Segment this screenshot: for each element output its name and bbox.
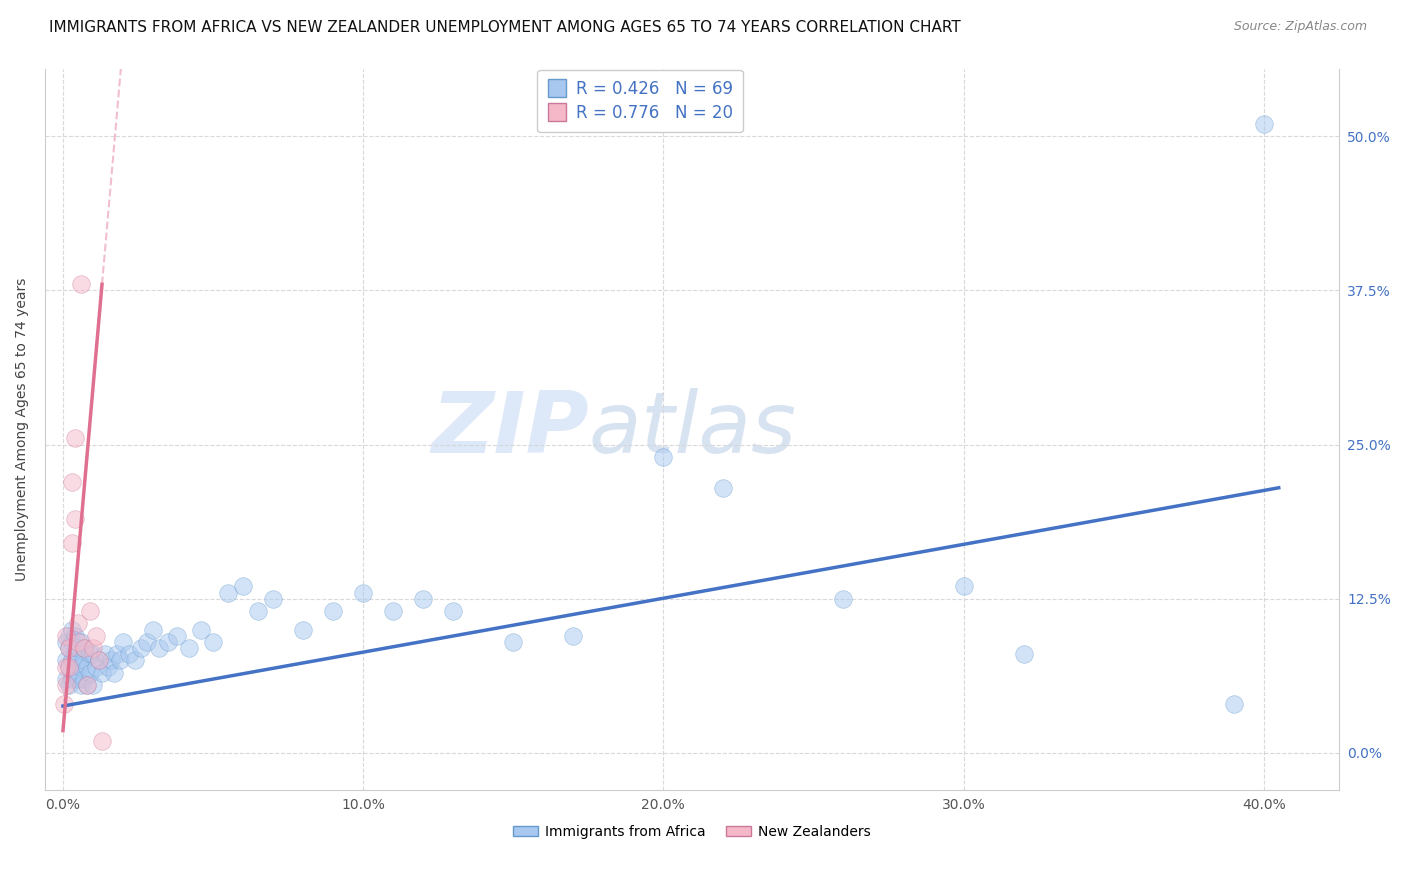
Point: [202, 635, 225, 649]
Text: ZIP: ZIP: [430, 388, 588, 471]
Point: [84, 659, 107, 673]
Point: [232, 579, 254, 593]
Point: [66, 635, 89, 649]
Point: [70, 678, 93, 692]
Point: [63, 665, 86, 680]
Point: [73, 672, 96, 686]
Point: [63, 511, 86, 525]
Point: [94, 647, 117, 661]
Point: [441, 604, 464, 618]
Point: [87, 653, 110, 667]
Point: [148, 641, 170, 656]
Point: [108, 653, 131, 667]
Point: [58, 629, 80, 643]
Y-axis label: Unemployment Among Ages 65 to 74 years: Unemployment Among Ages 65 to 74 years: [15, 277, 30, 581]
Legend: Immigrants from Africa, New Zealanders: Immigrants from Africa, New Zealanders: [508, 819, 876, 844]
Point: [55, 653, 77, 667]
Point: [97, 659, 120, 673]
Point: [60, 536, 83, 550]
Point: [58, 678, 80, 692]
Point: [129, 641, 152, 656]
Point: [60, 635, 83, 649]
Point: [60, 672, 83, 686]
Point: [63, 647, 86, 661]
Point: [652, 450, 675, 464]
Point: [76, 678, 98, 692]
Point: [73, 641, 96, 656]
Point: [60, 653, 83, 667]
Point: [713, 481, 735, 495]
Point: [111, 635, 134, 649]
Point: [76, 659, 98, 673]
Point: [1253, 117, 1275, 131]
Point: [262, 591, 284, 606]
Point: [142, 623, 165, 637]
Point: [66, 653, 89, 667]
Point: [87, 653, 110, 667]
Point: [292, 623, 315, 637]
Point: [502, 635, 524, 649]
Point: [58, 641, 80, 656]
Point: [70, 277, 93, 292]
Point: [60, 475, 83, 489]
Point: [124, 653, 146, 667]
Point: [91, 733, 114, 747]
Point: [63, 629, 86, 643]
Point: [91, 665, 114, 680]
Point: [53, 697, 76, 711]
Point: [55, 659, 77, 673]
Point: [66, 616, 89, 631]
Point: [952, 579, 974, 593]
Point: [103, 665, 125, 680]
Text: Source: ZipAtlas.com: Source: ZipAtlas.com: [1233, 20, 1367, 33]
Point: [118, 647, 141, 661]
Point: [55, 629, 77, 643]
Point: [63, 432, 86, 446]
Point: [55, 672, 77, 686]
Text: atlas: atlas: [588, 388, 796, 471]
Point: [166, 629, 188, 643]
Point: [82, 678, 104, 692]
Point: [136, 635, 159, 649]
Point: [832, 591, 855, 606]
Point: [79, 604, 101, 618]
Point: [84, 629, 107, 643]
Point: [79, 647, 101, 661]
Point: [55, 635, 77, 649]
Point: [105, 647, 128, 661]
Point: [247, 604, 270, 618]
Point: [352, 585, 374, 599]
Point: [82, 641, 104, 656]
Point: [58, 641, 80, 656]
Point: [66, 641, 89, 656]
Point: [562, 629, 585, 643]
Point: [1012, 647, 1035, 661]
Point: [58, 659, 80, 673]
Text: IMMIGRANTS FROM AFRICA VS NEW ZEALANDER UNEMPLOYMENT AMONG AGES 65 TO 74 YEARS C: IMMIGRANTS FROM AFRICA VS NEW ZEALANDER …: [49, 20, 960, 35]
Point: [382, 604, 405, 618]
Point: [217, 585, 239, 599]
Point: [177, 641, 200, 656]
Point: [73, 641, 96, 656]
Point: [100, 653, 122, 667]
Point: [70, 635, 93, 649]
Point: [70, 659, 93, 673]
Point: [82, 647, 104, 661]
Point: [73, 653, 96, 667]
Point: [79, 665, 101, 680]
Point: [66, 672, 89, 686]
Point: [1222, 697, 1244, 711]
Point: [190, 623, 212, 637]
Point: [58, 659, 80, 673]
Point: [76, 678, 98, 692]
Point: [412, 591, 434, 606]
Point: [157, 635, 180, 649]
Point: [55, 678, 77, 692]
Point: [322, 604, 344, 618]
Point: [60, 623, 83, 637]
